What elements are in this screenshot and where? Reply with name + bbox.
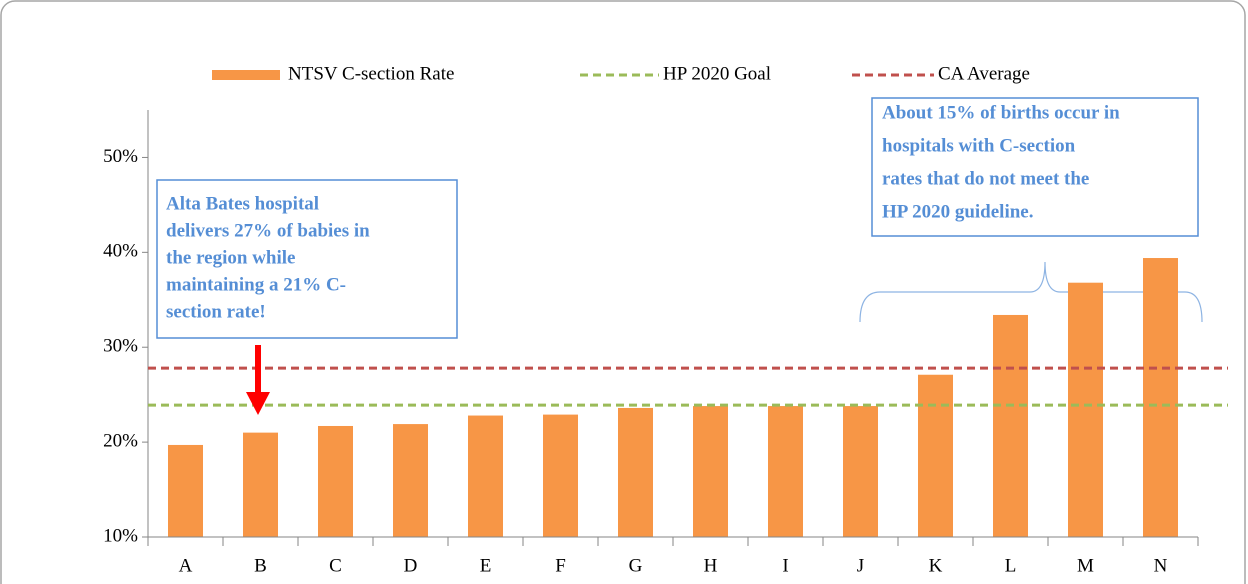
x-tick-label: K: [929, 555, 943, 576]
x-tick-label: E: [480, 555, 492, 576]
bar: [393, 424, 428, 537]
y-tick-label: 50%: [103, 146, 138, 167]
legend-label: NTSV C-section Rate: [288, 63, 454, 84]
x-tick-label: M: [1077, 555, 1094, 576]
x-tick-label: I: [782, 555, 788, 576]
x-tick-label: C: [329, 555, 342, 576]
bar: [468, 415, 503, 537]
x-tick-label: D: [404, 555, 418, 576]
x-tick-label: B: [254, 555, 267, 576]
bar: [843, 406, 878, 537]
annotation-text: the region while: [166, 247, 295, 268]
annotation-text: HP 2020 guideline.: [882, 201, 1034, 222]
x-tick-label: H: [704, 555, 718, 576]
bar: [993, 314, 1028, 537]
annotation-box: [156, 179, 458, 339]
bar: [243, 432, 278, 537]
y-tick-label: 40%: [103, 241, 138, 262]
bar: [1143, 258, 1178, 537]
annotation-text: rates that do not meet the: [882, 168, 1089, 189]
bar: [318, 425, 353, 537]
bar: [618, 407, 653, 537]
annotation-text: delivers 27% of babies in: [166, 220, 370, 241]
annotation-text: Alta Bates hospital: [166, 193, 319, 214]
bar: [918, 374, 953, 537]
brace: [859, 261, 1203, 323]
x-tick-label: A: [179, 555, 193, 576]
x-tick-label: G: [629, 555, 643, 576]
bar: [543, 414, 578, 537]
x-tick-label: L: [1005, 555, 1017, 576]
bar: [693, 406, 728, 537]
x-tick-label: J: [857, 555, 864, 576]
annotation-text: maintaining a 21% C-: [166, 274, 346, 295]
annotation-text: section rate!: [166, 301, 266, 322]
x-tick-label: F: [555, 555, 566, 576]
bar: [1068, 282, 1103, 537]
x-tick-label: N: [1154, 555, 1168, 576]
y-tick-label: 30%: [103, 336, 138, 357]
legend-swatch: [212, 70, 280, 80]
y-tick-label: 20%: [103, 430, 138, 451]
bar: [768, 406, 803, 537]
annotation-text: About 15% of births occur in: [882, 102, 1120, 123]
arrow-head: [246, 392, 270, 415]
annotation-text: hospitals with C-section: [882, 135, 1076, 156]
annotation-box: [871, 97, 1199, 237]
legend-label: HP 2020 Goal: [663, 63, 771, 84]
legend-label: CA Average: [938, 63, 1030, 84]
y-tick-label: 10%: [103, 525, 138, 546]
bar: [168, 444, 203, 537]
